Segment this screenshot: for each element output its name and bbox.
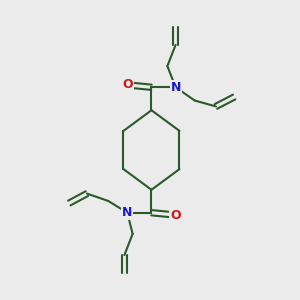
Text: N: N	[122, 206, 133, 219]
Text: N: N	[170, 81, 181, 94]
Text: O: O	[122, 78, 133, 92]
Text: O: O	[170, 208, 181, 222]
